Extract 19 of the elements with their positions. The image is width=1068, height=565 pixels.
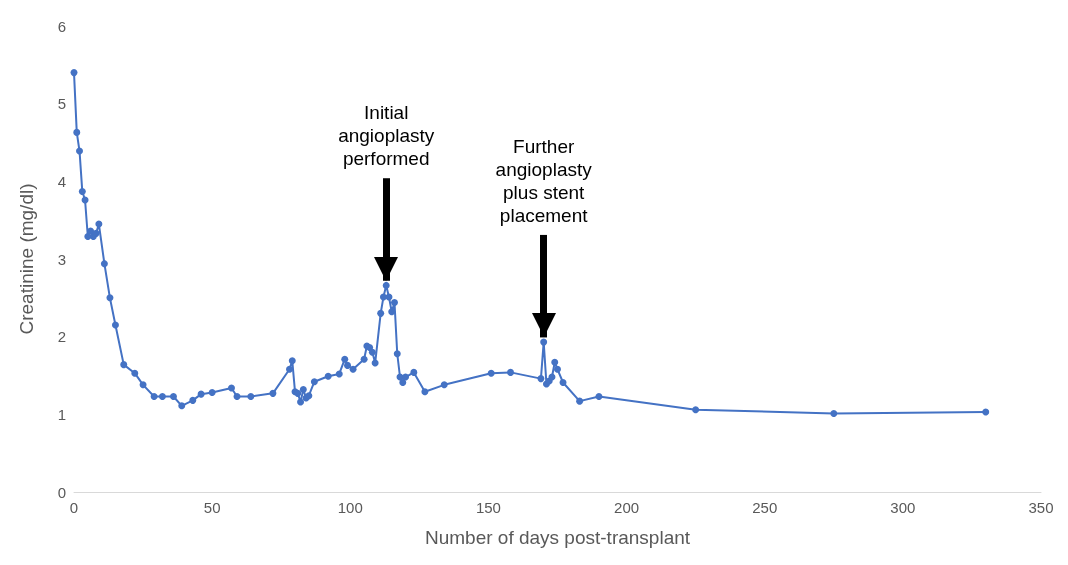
y-tick-label: 1 <box>57 405 66 423</box>
x-tick-label: 150 <box>475 499 501 516</box>
y-tick-label: 0 <box>57 483 66 501</box>
x-tick-label: 100 <box>337 499 363 516</box>
y-tick-label: 5 <box>57 95 66 113</box>
x-tick-label: 200 <box>614 499 640 516</box>
y-tick-label: 2 <box>57 328 66 346</box>
y-tick-label: 3 <box>57 250 66 268</box>
y-tick-label: 6 <box>57 17 66 35</box>
x-tick-label: 300 <box>890 499 916 516</box>
y-axis-title: Creatinine (mg/dl) <box>16 183 37 335</box>
annotation: Initial angioplasty performed <box>338 102 435 170</box>
x-tick-label: 0 <box>69 499 79 516</box>
x-tick-label: 250 <box>752 499 778 516</box>
x-tick-label: 350 <box>1028 499 1054 516</box>
y-tick-label: 4 <box>57 172 66 190</box>
x-axis-title: Number of days post-transplant <box>424 527 691 548</box>
x-tick-label: 50 <box>203 499 221 516</box>
annotation: Further angioplasty plus stent placement <box>495 135 593 226</box>
